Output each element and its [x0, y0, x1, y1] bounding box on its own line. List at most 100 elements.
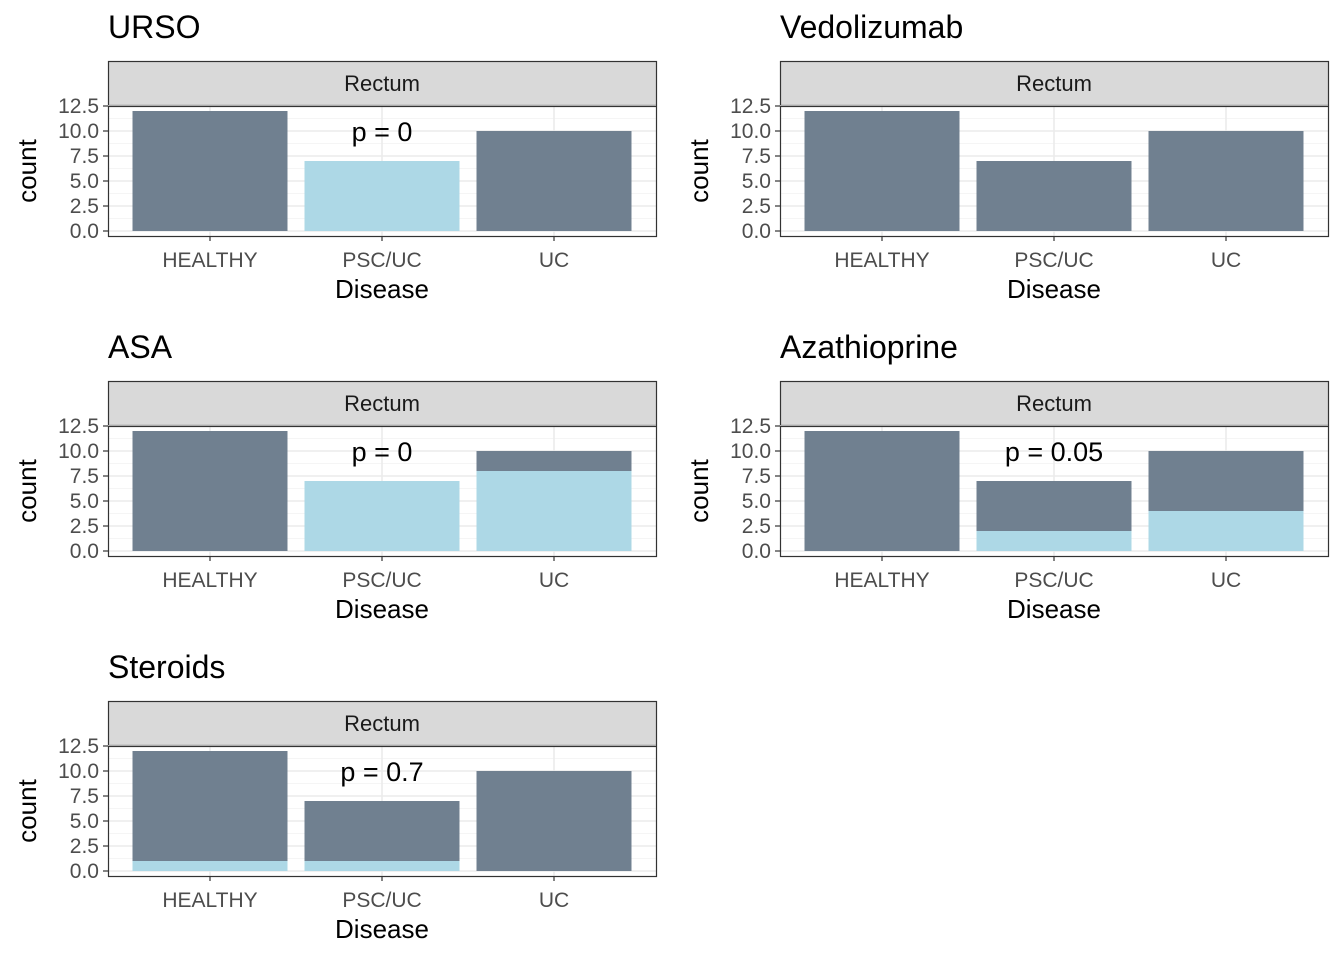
- bar-uc-segment-1: [1148, 451, 1304, 511]
- y-tick-label: 5.0: [70, 490, 99, 513]
- y-tick-label: 0.0: [70, 860, 99, 883]
- y-axis-title: count: [684, 138, 714, 202]
- y-tick-label: 12.5: [58, 735, 99, 758]
- panel-title: Azathioprine: [780, 329, 958, 365]
- y-tick-label: 2.5: [742, 195, 771, 218]
- bar-uc-segment-0: [1148, 511, 1304, 551]
- x-tick-label: PSC/UC: [1014, 249, 1093, 272]
- y-tick-label: 2.5: [70, 515, 99, 538]
- facet-strip-label: Rectum: [1016, 71, 1092, 96]
- y-tick-label: 5.0: [742, 170, 771, 193]
- facet-strip-label: Rectum: [344, 391, 420, 416]
- x-axis-title: Disease: [1007, 594, 1101, 624]
- y-tick-label: 12.5: [58, 415, 99, 438]
- y-tick-label: 7.5: [70, 465, 99, 488]
- x-axis-title: Disease: [335, 594, 429, 624]
- bar-healthy-segment-0: [132, 861, 288, 871]
- y-tick-label: 10.0: [730, 440, 771, 463]
- x-tick-label: HEALTHY: [162, 249, 257, 272]
- x-tick-label: UC: [1211, 249, 1241, 272]
- y-tick-label: 0.0: [70, 220, 99, 243]
- facet-strip: [107, 700, 658, 747]
- y-tick-label: 12.5: [730, 415, 771, 438]
- x-tick-label: HEALTHY: [162, 889, 257, 912]
- x-tick-label: UC: [1211, 569, 1241, 592]
- panel-title: ASA: [108, 329, 173, 365]
- y-tick-label: 10.0: [58, 120, 99, 143]
- facet-strip: [779, 60, 1330, 107]
- facet-strip-label: Rectum: [344, 71, 420, 96]
- y-tick-label: 0.0: [70, 540, 99, 563]
- panel-urso: URSO Rectum p = 0 0.02.55.07.510.012.5 HEALT…: [12, 9, 658, 304]
- y-tick-label: 0.0: [742, 220, 771, 243]
- x-tick-label: UC: [539, 569, 569, 592]
- panel-title: URSO: [108, 9, 200, 45]
- y-tick-label: 0.0: [742, 540, 771, 563]
- y-tick-label: 7.5: [70, 785, 99, 808]
- x-axis-title: Disease: [335, 914, 429, 944]
- facet-strip: [107, 380, 658, 427]
- bar-uc-segment-1: [476, 771, 632, 871]
- y-tick-label: 7.5: [70, 145, 99, 168]
- y-tick-label: 7.5: [742, 145, 771, 168]
- panel-title: Vedolizumab: [780, 9, 963, 45]
- x-axis-title: Disease: [1007, 274, 1101, 304]
- p-value-annotation: p = 0: [352, 117, 413, 147]
- p-value-annotation: p = 0.7: [340, 757, 423, 787]
- bar-psc-uc-segment-1: [976, 161, 1132, 231]
- x-tick-label: PSC/UC: [342, 569, 421, 592]
- y-tick-label: 7.5: [742, 465, 771, 488]
- facet-strip: [107, 60, 658, 107]
- x-axis-title: Disease: [335, 274, 429, 304]
- facet-strip: [779, 380, 1330, 427]
- y-axis-title: count: [12, 778, 42, 842]
- bar-uc-segment-1: [476, 131, 632, 231]
- x-tick-label: HEALTHY: [162, 569, 257, 592]
- bar-healthy-segment-1: [132, 111, 288, 231]
- x-tick-label: HEALTHY: [834, 569, 929, 592]
- y-axis-title: count: [12, 138, 42, 202]
- bar-healthy-segment-1: [132, 751, 288, 861]
- x-tick-label: UC: [539, 249, 569, 272]
- bar-uc-segment-1: [476, 451, 632, 471]
- y-tick-label: 12.5: [730, 95, 771, 118]
- panel-azathioprine: Azathioprine Rectum p = 0.05 0.02.55.07.510…: [684, 329, 1330, 624]
- x-tick-label: PSC/UC: [342, 249, 421, 272]
- panel-asa: ASA Rectum p = 0 0.02.55.07.510.012.5 HEALTH…: [12, 329, 658, 624]
- bar-healthy-segment-1: [132, 431, 288, 551]
- panel-steroids: Steroids Rectum p = 0.7 0.02.55.07.510.012.…: [12, 649, 658, 944]
- bar-uc-segment-0: [476, 471, 632, 551]
- y-tick-label: 5.0: [742, 490, 771, 513]
- y-tick-label: 12.5: [58, 95, 99, 118]
- x-tick-label: UC: [539, 889, 569, 912]
- x-tick-label: HEALTHY: [834, 249, 929, 272]
- y-tick-label: 10.0: [58, 760, 99, 783]
- y-tick-label: 2.5: [70, 195, 99, 218]
- bar-uc-segment-1: [1148, 131, 1304, 231]
- bar-psc-uc-segment-1: [304, 801, 460, 861]
- facet-strip-label: Rectum: [1016, 391, 1092, 416]
- bar-psc-uc-segment-0: [304, 161, 460, 231]
- x-tick-label: PSC/UC: [342, 889, 421, 912]
- y-tick-label: 10.0: [58, 440, 99, 463]
- panel-vedolizumab: Vedolizumab Rectum 0.02.55.07.510.012.5 HEA…: [684, 9, 1330, 304]
- bar-psc-uc-segment-0: [304, 481, 460, 551]
- y-tick-label: 2.5: [70, 835, 99, 858]
- bar-psc-uc-segment-0: [304, 861, 460, 871]
- y-tick-label: 5.0: [70, 170, 99, 193]
- y-tick-label: 5.0: [70, 810, 99, 833]
- facet-strip-label: Rectum: [344, 711, 420, 736]
- y-tick-label: 2.5: [742, 515, 771, 538]
- bar-psc-uc-segment-0: [976, 531, 1132, 551]
- x-tick-label: PSC/UC: [1014, 569, 1093, 592]
- y-axis-title: count: [12, 458, 42, 522]
- p-value-annotation: p = 0.05: [1005, 437, 1103, 467]
- bar-healthy-segment-1: [804, 111, 960, 231]
- y-axis-title: count: [684, 458, 714, 522]
- bar-psc-uc-segment-1: [976, 481, 1132, 531]
- p-value-annotation: p = 0: [352, 437, 413, 467]
- y-tick-label: 10.0: [730, 120, 771, 143]
- bar-healthy-segment-1: [804, 431, 960, 551]
- panel-title: Steroids: [108, 649, 225, 685]
